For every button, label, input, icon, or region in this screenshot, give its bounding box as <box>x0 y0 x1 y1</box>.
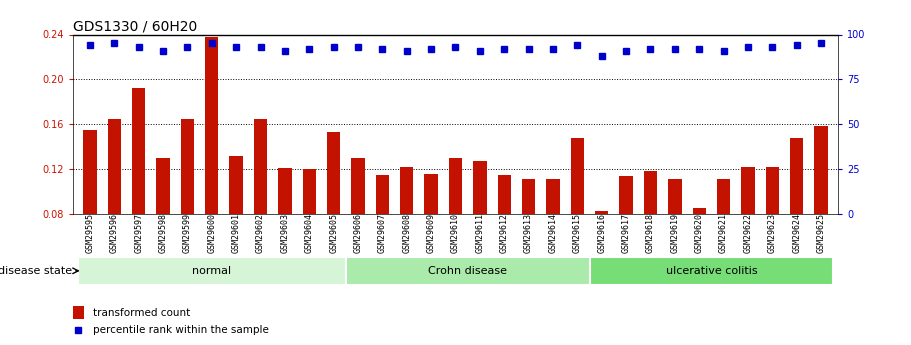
Text: GSM29616: GSM29616 <box>598 213 606 253</box>
Bar <box>589 257 834 285</box>
Text: GSM29611: GSM29611 <box>476 213 485 253</box>
Bar <box>77 257 346 285</box>
Bar <box>497 175 511 214</box>
Bar <box>692 208 706 214</box>
Text: GSM29613: GSM29613 <box>524 213 533 253</box>
Text: GSM29617: GSM29617 <box>621 213 630 253</box>
Bar <box>400 167 414 214</box>
Text: GSM29614: GSM29614 <box>548 213 558 253</box>
Text: disease state: disease state <box>0 266 72 276</box>
Text: GSM29607: GSM29607 <box>378 213 387 253</box>
Bar <box>473 161 486 214</box>
Text: GSM29599: GSM29599 <box>183 213 192 253</box>
Bar <box>742 167 754 214</box>
Text: GSM29598: GSM29598 <box>159 213 168 253</box>
Text: GSM29615: GSM29615 <box>573 213 582 253</box>
Text: GSM29604: GSM29604 <box>305 213 313 253</box>
Text: ulcerative colitis: ulcerative colitis <box>666 266 757 276</box>
Bar <box>230 156 243 214</box>
Bar <box>790 138 804 214</box>
Text: GSM29618: GSM29618 <box>646 213 655 253</box>
Text: GSM29609: GSM29609 <box>426 213 435 253</box>
Bar <box>302 169 316 214</box>
Text: GSM29595: GSM29595 <box>86 213 95 253</box>
Bar <box>205 37 219 214</box>
Text: GSM29603: GSM29603 <box>281 213 290 253</box>
Bar <box>83 130 97 214</box>
Text: GSM29608: GSM29608 <box>403 213 411 253</box>
Text: GSM29606: GSM29606 <box>353 213 363 253</box>
Text: normal: normal <box>192 266 231 276</box>
Text: GSM29601: GSM29601 <box>231 213 241 253</box>
Bar <box>132 88 146 214</box>
Bar <box>73 306 84 319</box>
Text: percentile rank within the sample: percentile rank within the sample <box>94 325 270 335</box>
Bar <box>522 179 536 214</box>
Text: GSM29620: GSM29620 <box>695 213 703 253</box>
Bar <box>327 132 341 214</box>
Text: GSM29597: GSM29597 <box>134 213 143 253</box>
Bar <box>547 179 559 214</box>
Bar <box>375 175 389 214</box>
Bar <box>346 257 589 285</box>
Text: GDS1330 / 60H20: GDS1330 / 60H20 <box>73 19 197 33</box>
Text: GSM29625: GSM29625 <box>816 213 825 253</box>
Text: GSM29610: GSM29610 <box>451 213 460 253</box>
Text: GSM29605: GSM29605 <box>329 213 338 253</box>
Text: GSM29602: GSM29602 <box>256 213 265 253</box>
Bar <box>814 126 828 214</box>
Bar <box>449 158 462 214</box>
Text: Crohn disease: Crohn disease <box>428 266 507 276</box>
Bar <box>425 174 438 214</box>
Text: GSM29623: GSM29623 <box>768 213 777 253</box>
Bar <box>644 171 657 214</box>
Text: transformed count: transformed count <box>94 308 190 317</box>
Bar <box>254 119 267 214</box>
Bar <box>352 158 364 214</box>
Bar <box>595 210 609 214</box>
Bar <box>157 158 169 214</box>
Bar <box>619 176 633 214</box>
Bar <box>107 119 121 214</box>
Text: GSM29624: GSM29624 <box>793 213 801 253</box>
Text: GSM29622: GSM29622 <box>743 213 752 253</box>
Text: GSM29596: GSM29596 <box>110 213 118 253</box>
Bar <box>765 167 779 214</box>
Text: GSM29600: GSM29600 <box>208 213 216 253</box>
Bar <box>668 179 681 214</box>
Bar <box>717 179 731 214</box>
Text: GSM29619: GSM29619 <box>670 213 680 253</box>
Bar <box>180 119 194 214</box>
Bar <box>278 168 292 214</box>
Bar <box>570 138 584 214</box>
Text: GSM29621: GSM29621 <box>719 213 728 253</box>
Text: GSM29612: GSM29612 <box>500 213 508 253</box>
